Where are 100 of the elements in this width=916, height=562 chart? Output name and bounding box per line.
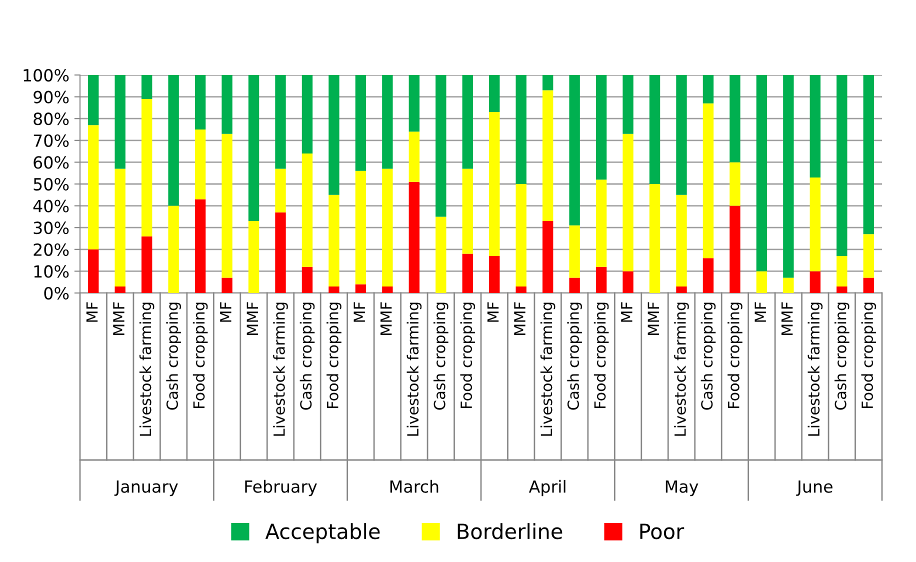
bar — [489, 112, 500, 256]
bar — [810, 177, 821, 272]
bar — [810, 75, 821, 178]
bar — [114, 286, 126, 293]
bar — [141, 236, 152, 293]
x-tick-label: MF — [621, 302, 632, 322]
x-tick-label: MMF — [514, 302, 526, 335]
bar — [702, 75, 714, 104]
bar — [222, 75, 232, 134]
text: February — [245, 480, 317, 496]
bar — [596, 266, 607, 293]
bar — [516, 184, 526, 286]
bar — [730, 75, 740, 162]
bar — [863, 75, 874, 234]
bar — [702, 258, 714, 293]
x-tick-label: Cash cropping — [166, 302, 181, 410]
bar — [248, 75, 260, 222]
y-tick-label: 40% — [33, 200, 69, 212]
x-tick-label: Food cropping — [326, 302, 342, 408]
y-tick-label: 70% — [34, 134, 69, 147]
bar — [382, 168, 393, 286]
x-tick-label: Cash cropping — [834, 302, 850, 410]
bar — [382, 286, 393, 293]
x-tick-label: Cash cropping — [700, 302, 716, 410]
x-tick-label: MMF — [782, 302, 793, 335]
bar — [596, 75, 607, 180]
bar — [863, 234, 874, 278]
bar — [489, 75, 500, 112]
bar — [88, 249, 99, 293]
bar — [114, 75, 126, 169]
bar — [516, 286, 526, 293]
bar — [328, 194, 340, 286]
x-tick-label: MMF — [246, 302, 258, 335]
x-tick-label: Cash cropping — [434, 302, 448, 410]
bar — [676, 286, 687, 293]
x-tick-label: MF — [86, 302, 98, 322]
bar — [408, 182, 420, 293]
bar — [302, 75, 313, 154]
bar — [730, 162, 740, 206]
bar — [649, 75, 660, 184]
x-tick-label: MMF — [380, 302, 392, 335]
bar — [222, 278, 232, 293]
bar — [542, 75, 554, 90]
bar — [355, 170, 366, 284]
bar — [622, 75, 634, 134]
y-tick-label: 10% — [34, 265, 69, 278]
bar — [462, 254, 473, 293]
bar — [168, 206, 179, 293]
bar — [542, 90, 554, 222]
x-tick-label: MF — [754, 302, 766, 322]
bar — [275, 212, 286, 293]
bar — [569, 278, 580, 293]
text: January — [114, 480, 178, 496]
y-tick-label: 20% — [34, 243, 69, 256]
bar — [676, 75, 687, 195]
bar — [194, 199, 206, 293]
bar — [194, 130, 206, 200]
bar — [836, 256, 848, 286]
bar — [863, 278, 874, 293]
bar — [88, 75, 99, 126]
legend-label: Acceptable — [265, 523, 380, 544]
bar — [168, 75, 179, 206]
bar — [382, 75, 393, 169]
x-tick-label: Food cropping — [861, 302, 876, 408]
bar — [436, 75, 446, 217]
x-tick-label: Cash cropping — [300, 302, 315, 410]
x-tick-label: Food cropping — [594, 302, 609, 408]
bar — [756, 75, 768, 272]
bar — [836, 75, 848, 256]
bar — [462, 168, 473, 254]
x-tick-label: MF — [487, 302, 499, 322]
bar — [462, 75, 473, 169]
bar — [88, 125, 99, 250]
bar — [810, 271, 821, 293]
bar — [275, 168, 286, 212]
y-tick-label: 90% — [34, 90, 69, 104]
bar — [783, 75, 794, 278]
bar — [542, 221, 554, 293]
y-tick-label: 100% — [24, 68, 69, 82]
bar — [622, 134, 634, 272]
bar — [756, 271, 768, 293]
x-tick-label: MF — [220, 302, 232, 322]
y-tick-label: 50% — [34, 178, 69, 191]
bar — [649, 184, 660, 293]
x-tick-label: MMF — [113, 302, 124, 335]
bar — [408, 132, 420, 182]
bar — [489, 256, 500, 293]
bar — [730, 206, 740, 293]
x-tick-label: MF — [354, 302, 365, 322]
bar — [596, 180, 607, 267]
bar — [569, 75, 580, 226]
x-tick-label: Livestock farming — [273, 302, 288, 436]
y-tick-label: 60% — [34, 156, 69, 169]
bar — [569, 225, 580, 278]
x-tick-label: Livestock farming — [540, 302, 556, 436]
x-tick-label: Livestock farming — [674, 302, 689, 436]
x-tick-label: Food cropping — [460, 302, 476, 408]
bar — [141, 75, 152, 99]
y-tick-label: 80% — [34, 112, 69, 126]
bar — [302, 153, 313, 267]
